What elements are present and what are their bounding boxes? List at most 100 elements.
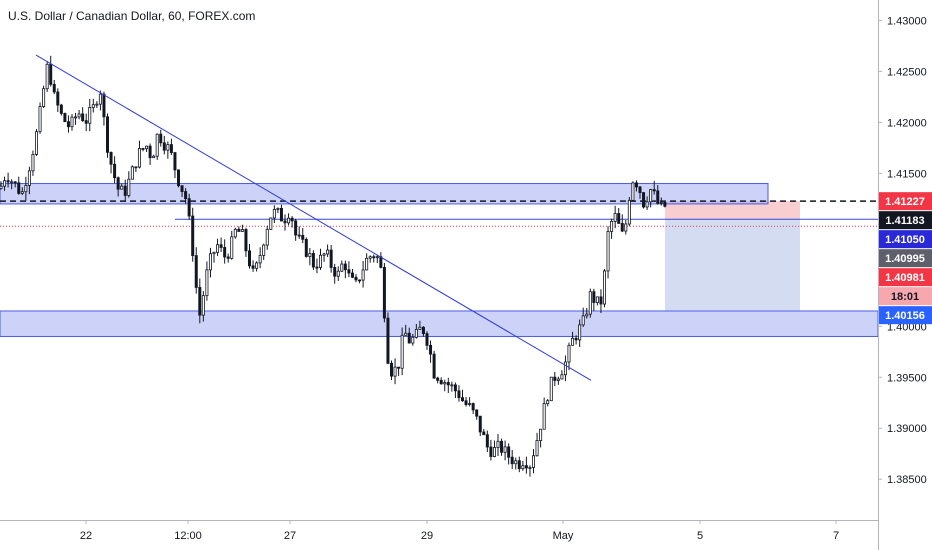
candle-body bbox=[322, 253, 326, 256]
label-countdown-bg bbox=[879, 287, 932, 306]
candle-body bbox=[219, 244, 223, 248]
candle-body bbox=[59, 104, 63, 114]
candle-body bbox=[553, 376, 557, 381]
candle-body bbox=[116, 177, 120, 190]
candle-body bbox=[478, 415, 482, 433]
candle-body bbox=[397, 366, 401, 369]
y-tick-label: 1.39500 bbox=[887, 372, 927, 384]
candle-body bbox=[318, 254, 322, 268]
short-position-target-area bbox=[665, 219, 800, 311]
candle-body bbox=[230, 236, 234, 259]
candle-body bbox=[24, 185, 28, 193]
label-level-2-bg bbox=[879, 249, 932, 268]
candle-body bbox=[212, 251, 216, 255]
candle-body bbox=[244, 229, 248, 252]
candle-body bbox=[276, 207, 280, 210]
candle-body bbox=[340, 263, 344, 272]
candle-body bbox=[148, 145, 152, 159]
candle-body bbox=[450, 384, 454, 387]
candle-body bbox=[201, 295, 205, 316]
candle-body bbox=[421, 326, 425, 335]
candle-body bbox=[98, 93, 102, 105]
candle-body bbox=[528, 467, 532, 469]
candle-body bbox=[216, 244, 220, 253]
y-tick-label: 1.43000 bbox=[887, 15, 927, 27]
candle-body bbox=[297, 234, 301, 237]
candle-body bbox=[283, 220, 287, 224]
candle-body bbox=[514, 460, 518, 465]
candle-body bbox=[652, 189, 656, 192]
candle-body bbox=[542, 403, 546, 430]
candle-body bbox=[485, 434, 489, 448]
y-tick-label: 1.41500 bbox=[887, 168, 927, 180]
label-target-level-text: 1.40156 bbox=[885, 310, 925, 322]
candle-body bbox=[510, 456, 514, 465]
candle-body bbox=[663, 201, 667, 207]
candle-body bbox=[411, 336, 415, 344]
candle-body bbox=[361, 269, 365, 281]
x-tick-label: 12:00 bbox=[174, 530, 202, 542]
candle-body bbox=[603, 270, 607, 305]
candle-body bbox=[17, 182, 21, 194]
candle-body bbox=[301, 234, 305, 240]
candle-body bbox=[74, 116, 78, 119]
label-target-level: 1.40156 bbox=[879, 306, 932, 325]
candle-body bbox=[368, 256, 372, 259]
candle-body bbox=[592, 291, 596, 303]
candle-body bbox=[372, 256, 376, 259]
candle-body bbox=[176, 169, 180, 187]
candle-body bbox=[414, 329, 418, 338]
candle-body bbox=[350, 272, 354, 278]
candle-body bbox=[358, 279, 362, 282]
candle-body bbox=[610, 220, 614, 232]
resistance-zone bbox=[0, 183, 769, 205]
candle-body bbox=[457, 390, 461, 399]
candle-body bbox=[365, 257, 369, 271]
candle-body bbox=[375, 256, 379, 259]
candle-body bbox=[49, 63, 53, 85]
candle-body bbox=[120, 185, 124, 190]
candle-body bbox=[10, 181, 14, 184]
candle-body bbox=[106, 116, 110, 153]
candle-body bbox=[354, 276, 358, 281]
candle-body bbox=[329, 249, 333, 268]
candle-body bbox=[634, 182, 638, 188]
candle-body bbox=[571, 337, 575, 346]
candle-body bbox=[315, 266, 319, 269]
candle-body bbox=[145, 145, 149, 150]
candle-body bbox=[563, 361, 567, 376]
candle-body bbox=[208, 253, 212, 271]
candle-body bbox=[20, 191, 24, 194]
candle-body bbox=[574, 337, 578, 341]
candle-body bbox=[6, 180, 10, 183]
x-tick-label: May bbox=[553, 530, 574, 542]
y-tick-label: 1.42000 bbox=[887, 117, 927, 129]
candle-body bbox=[240, 229, 244, 232]
candle-body bbox=[52, 83, 56, 93]
candle-body bbox=[134, 166, 138, 169]
candle-body bbox=[35, 131, 39, 155]
candle-body bbox=[578, 324, 582, 341]
candle-body bbox=[255, 262, 259, 269]
label-level-2-text: 1.40995 bbox=[885, 253, 925, 265]
candle-body bbox=[464, 400, 468, 405]
candle-body bbox=[3, 180, 7, 187]
y-tick-label: 1.39000 bbox=[887, 423, 927, 435]
candle-body bbox=[556, 378, 560, 381]
label-dashed-level: 1.41227 bbox=[879, 192, 932, 211]
label-countdown-text: 18:01 bbox=[891, 291, 919, 303]
candle-body bbox=[155, 133, 159, 157]
candle-body bbox=[123, 185, 127, 196]
candle-body bbox=[343, 263, 347, 271]
candle-body bbox=[517, 460, 521, 470]
candle-body bbox=[407, 332, 411, 344]
candle-body bbox=[102, 93, 106, 118]
candle-body bbox=[581, 315, 585, 326]
y-tick-label: 1.42500 bbox=[887, 66, 927, 78]
x-tick-label: 27 bbox=[284, 530, 296, 542]
label-last-price-bg bbox=[879, 211, 932, 230]
candle-body bbox=[460, 397, 464, 402]
x-tick-label: 7 bbox=[833, 530, 839, 542]
candle-body bbox=[287, 217, 291, 224]
